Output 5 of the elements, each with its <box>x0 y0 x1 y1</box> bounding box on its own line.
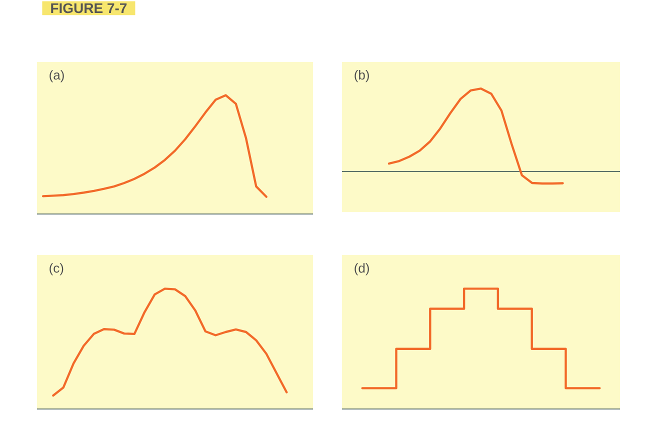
text: (d) <box>354 263 369 276</box>
text: (c) <box>50 263 64 276</box>
text: (b) <box>354 70 369 82</box>
text: (a) <box>50 70 64 82</box>
chart-title: FIGURE 7-7 <box>51 3 127 14</box>
